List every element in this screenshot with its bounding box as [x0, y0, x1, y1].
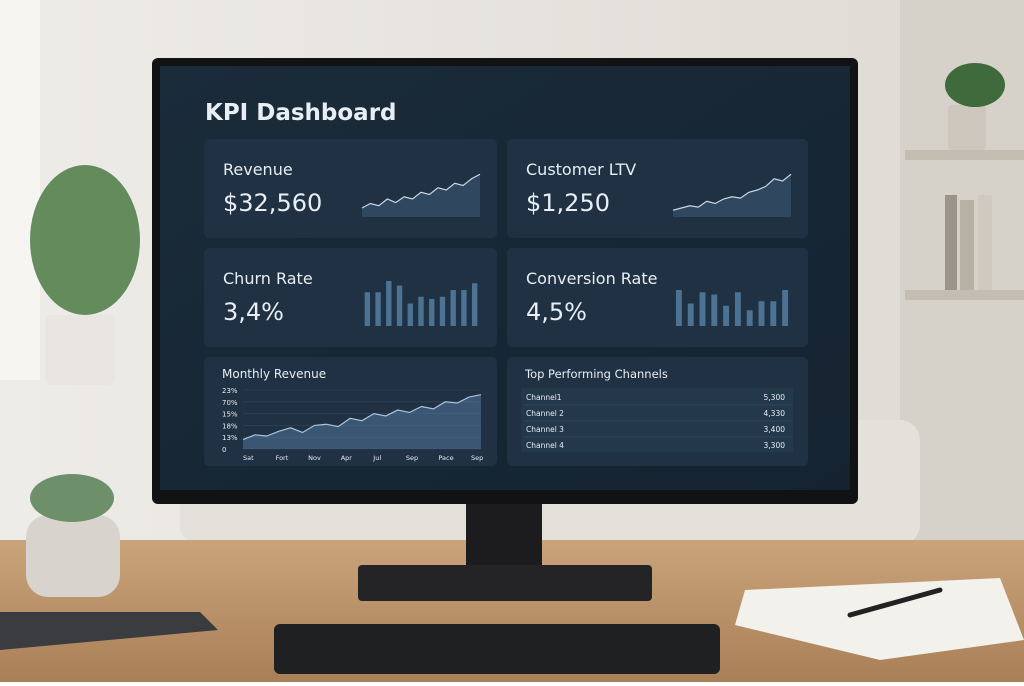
book: [960, 200, 974, 290]
kpi-card: [204, 139, 497, 238]
sparkline-bar: [471, 283, 478, 326]
sparkline: [361, 173, 481, 209]
sparkline-bar: [386, 281, 392, 326]
y-tick-label: 23%: [222, 387, 238, 395]
sparkline-bar: [734, 292, 741, 326]
sparkline-bar: [699, 292, 706, 326]
sparkline-area: [673, 174, 791, 217]
x-tick-label: Sep: [471, 454, 483, 462]
chart-card: [204, 357, 497, 466]
table-title: Top Performing Channels: [524, 367, 668, 381]
plant: [30, 165, 140, 315]
sparkline-bar: [407, 303, 413, 326]
sparkline-bar: [746, 310, 753, 326]
sparkline-area: [362, 174, 480, 217]
sparkline-bar: [375, 292, 381, 326]
y-tick-label: 70%: [222, 399, 238, 407]
window: [0, 0, 40, 380]
chart-title: Monthly Revenue: [222, 367, 326, 381]
x-tick-label: Sat: [243, 454, 254, 462]
kpi-value: 4,5%: [526, 298, 587, 326]
sparkline: [672, 173, 792, 211]
sparkline-bar: [711, 294, 718, 326]
channel-name: Channel 4: [526, 441, 564, 450]
y-tick-label: 18%: [222, 422, 238, 430]
x-tick-label: Sep: [406, 454, 418, 462]
x-tick-label: Apr: [341, 454, 353, 462]
channel-value: 3,300: [764, 441, 786, 450]
sparkline-bar: [364, 292, 371, 326]
dashboard-title: KPI Dashboard: [205, 100, 397, 126]
sparkline-bar: [675, 290, 682, 326]
channel-value: 5,300: [764, 393, 786, 402]
succulent-pot: [26, 515, 120, 597]
channel-value: 4,330: [764, 409, 786, 418]
notebook: [735, 578, 1024, 660]
channel-name: Channel 3: [526, 425, 564, 434]
sparkline-bar: [418, 296, 424, 326]
area-line: [242, 394, 482, 441]
sparkline-bar: [396, 285, 403, 326]
kpi-label: Customer LTV: [526, 160, 636, 179]
sparkline-bar: [770, 301, 777, 326]
y-tick-label: 15%: [222, 411, 238, 419]
channel-name: Channel 2: [526, 409, 564, 418]
kpi-card: [204, 248, 497, 347]
kpi-label: Revenue: [223, 160, 293, 179]
monitor-base: [358, 565, 652, 601]
channel-name: Channel1: [526, 393, 562, 402]
sparkline-bar: [723, 305, 730, 326]
kpi-label: Conversion Rate: [526, 269, 657, 288]
book: [978, 195, 992, 290]
x-tick-label: Pace: [438, 454, 453, 462]
y-tick-label: 0: [222, 446, 226, 454]
shelf-board: [905, 290, 1024, 300]
x-tick-label: Jul: [372, 454, 381, 462]
channel-value: 3,400: [764, 425, 786, 434]
x-tick-label: Nov: [308, 454, 321, 462]
book: [945, 195, 957, 290]
sparkline-bar: [687, 303, 694, 326]
plant-pot: [45, 315, 115, 385]
succulent: [30, 474, 114, 522]
pen: [847, 587, 943, 618]
kpi-value: $32,560: [223, 189, 322, 217]
sparkline-bar: [450, 290, 456, 326]
laptop: [0, 612, 218, 650]
kpi-card: [507, 139, 808, 238]
shelf-pot: [948, 105, 986, 150]
shelf-plant: [945, 63, 1005, 107]
monitor-neck: [466, 500, 542, 570]
kpi-label: Churn Rate: [223, 269, 313, 288]
kpi-value: $1,250: [526, 189, 610, 217]
sparkline-bar: [782, 290, 789, 326]
x-tick-label: Fort: [276, 454, 289, 462]
area-fill: [243, 394, 481, 449]
kpi-card: [507, 248, 808, 347]
table-body: [521, 388, 793, 452]
sparkline-bar: [439, 296, 446, 326]
kpi-value: 3,4%: [223, 298, 284, 326]
y-tick-label: 13%: [222, 434, 238, 442]
shelf-board: [905, 150, 1024, 160]
sparkline-bar: [461, 290, 467, 326]
sparkline-bar: [429, 299, 435, 326]
sparkline-bar: [758, 301, 765, 326]
keyboard: [274, 624, 720, 674]
